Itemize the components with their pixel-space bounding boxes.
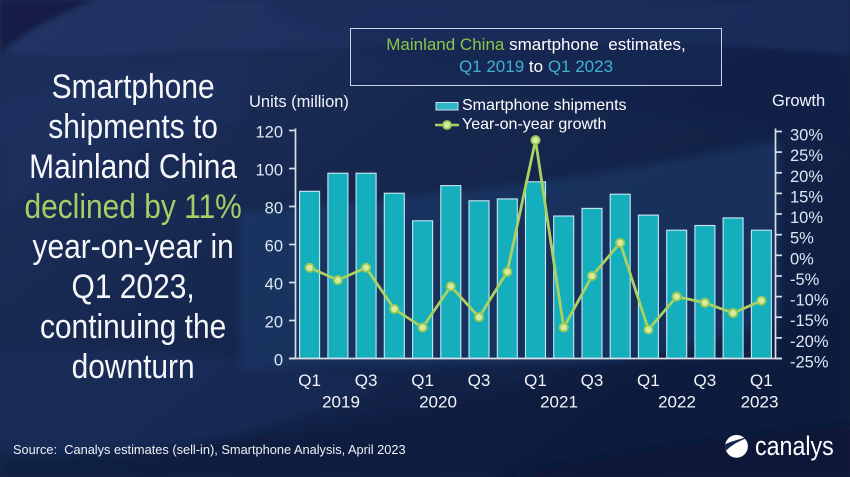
svg-text:30%: 30% [790, 127, 823, 145]
svg-text:25%: 25% [790, 147, 823, 165]
svg-text:20: 20 [265, 314, 283, 332]
svg-text:2022: 2022 [658, 393, 696, 412]
svg-text:5%: 5% [790, 230, 814, 248]
svg-text:Q1: Q1 [411, 371, 434, 390]
svg-text:Q3: Q3 [581, 371, 604, 390]
svg-text:Q1: Q1 [298, 371, 321, 390]
svg-text:120: 120 [255, 124, 283, 142]
svg-text:-5%: -5% [790, 271, 820, 289]
svg-text:15%: 15% [790, 188, 823, 206]
svg-text:Q3: Q3 [355, 371, 378, 390]
svg-text:2019: 2019 [322, 393, 360, 412]
svg-text:10%: 10% [790, 209, 823, 227]
svg-text:-25%: -25% [790, 354, 829, 372]
svg-text:40: 40 [265, 276, 283, 294]
svg-text:Q1: Q1 [637, 371, 660, 390]
svg-text:80: 80 [265, 200, 283, 218]
svg-text:0: 0 [274, 352, 283, 370]
svg-text:2020: 2020 [419, 393, 457, 412]
svg-text:-10%: -10% [790, 292, 829, 310]
svg-text:2021: 2021 [540, 393, 578, 412]
svg-text:20%: 20% [790, 168, 823, 186]
svg-text:Q1: Q1 [524, 371, 547, 390]
svg-text:2023: 2023 [741, 393, 779, 412]
svg-text:Q3: Q3 [468, 371, 491, 390]
svg-text:-15%: -15% [790, 312, 829, 330]
svg-text:Q3: Q3 [694, 371, 717, 390]
svg-text:Q1: Q1 [750, 371, 773, 390]
svg-text:100: 100 [255, 162, 283, 180]
svg-text:60: 60 [265, 238, 283, 256]
svg-text:-20%: -20% [790, 333, 829, 351]
svg-text:0%: 0% [790, 250, 814, 268]
